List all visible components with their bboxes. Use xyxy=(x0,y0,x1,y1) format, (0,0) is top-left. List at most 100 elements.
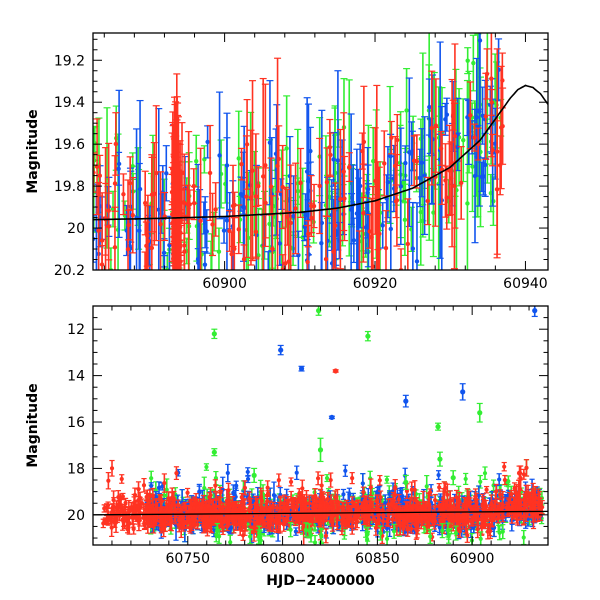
marker xyxy=(283,261,288,266)
data-point xyxy=(93,118,101,216)
y-tick-label: 19.6 xyxy=(54,137,85,153)
marker xyxy=(429,125,435,131)
data-point xyxy=(217,139,225,209)
marker xyxy=(319,241,324,246)
marker xyxy=(224,163,230,168)
data-point xyxy=(457,146,465,220)
marker xyxy=(293,206,298,211)
marker xyxy=(338,196,343,202)
marker xyxy=(281,291,285,295)
marker xyxy=(277,241,283,246)
data-point xyxy=(212,182,220,237)
marker xyxy=(461,137,466,143)
marker xyxy=(331,157,336,162)
data-point xyxy=(235,204,243,255)
marker xyxy=(304,169,310,174)
data-point xyxy=(470,123,478,152)
data-point xyxy=(131,281,138,306)
data-point xyxy=(201,251,209,270)
marker xyxy=(266,301,270,305)
marker xyxy=(384,477,390,482)
data-point xyxy=(331,182,339,269)
marker xyxy=(112,245,118,250)
data-point xyxy=(160,272,167,309)
marker xyxy=(328,152,333,158)
marker xyxy=(282,295,286,299)
marker xyxy=(229,251,234,257)
data-point xyxy=(266,80,274,206)
marker xyxy=(191,200,197,206)
marker xyxy=(241,256,247,262)
data-point xyxy=(345,152,353,183)
marker xyxy=(164,171,169,176)
data-point xyxy=(194,271,201,302)
data-point xyxy=(215,227,223,270)
marker xyxy=(403,160,408,166)
data-point xyxy=(93,295,100,330)
marker xyxy=(370,264,376,269)
data-point xyxy=(308,202,316,234)
data-point xyxy=(148,154,156,270)
data-point xyxy=(463,472,469,486)
marker xyxy=(410,246,416,251)
data-point xyxy=(292,162,300,255)
marker xyxy=(112,181,118,186)
marker xyxy=(116,166,121,171)
marker xyxy=(267,221,272,227)
marker xyxy=(324,180,330,185)
marker xyxy=(173,274,177,278)
marker xyxy=(431,210,436,215)
marker xyxy=(253,229,259,235)
data-point xyxy=(226,210,234,252)
marker xyxy=(178,212,183,218)
marker xyxy=(195,284,199,288)
marker xyxy=(210,222,215,227)
marker xyxy=(221,228,227,233)
data-point xyxy=(432,78,440,173)
marker xyxy=(194,158,199,164)
data-point xyxy=(475,33,483,207)
data-point xyxy=(487,33,495,158)
marker xyxy=(288,220,293,226)
data-point xyxy=(279,144,287,230)
marker xyxy=(465,201,470,206)
marker xyxy=(332,281,336,285)
top-panel: 60900 60920 60940 19.2 19.4 19.6 19.8 20 20.2 Mag… xyxy=(25,32,549,330)
marker xyxy=(260,174,266,179)
marker xyxy=(377,231,382,236)
bottom-panel: 60750 60800 60850 609001214161820MagnitudeH… xyxy=(25,305,549,589)
marker xyxy=(468,113,473,118)
y-tick-label: 19.4 xyxy=(54,95,85,111)
data-point xyxy=(322,215,330,270)
data-point xyxy=(95,181,103,270)
marker xyxy=(213,207,218,212)
marker xyxy=(452,133,458,139)
marker xyxy=(250,168,255,173)
marker xyxy=(143,287,147,291)
data-point xyxy=(119,173,127,216)
data-point xyxy=(483,48,491,100)
marker xyxy=(97,173,103,178)
marker xyxy=(309,215,314,221)
marker xyxy=(308,148,313,154)
marker xyxy=(106,224,111,229)
data-point xyxy=(359,163,367,263)
marker xyxy=(172,292,176,296)
marker xyxy=(161,250,167,256)
data-point xyxy=(371,127,379,235)
marker xyxy=(417,175,423,181)
marker xyxy=(419,160,425,165)
marker xyxy=(205,139,210,145)
y-tick-label: 19.2 xyxy=(54,53,85,69)
marker xyxy=(404,108,409,113)
marker xyxy=(480,113,485,118)
marker xyxy=(236,227,241,232)
marker xyxy=(360,148,365,154)
marker xyxy=(489,76,494,81)
marker xyxy=(342,196,347,201)
marker xyxy=(482,162,488,168)
marker xyxy=(126,222,131,228)
marker xyxy=(311,203,317,209)
marker xyxy=(393,199,399,204)
marker xyxy=(95,310,99,314)
